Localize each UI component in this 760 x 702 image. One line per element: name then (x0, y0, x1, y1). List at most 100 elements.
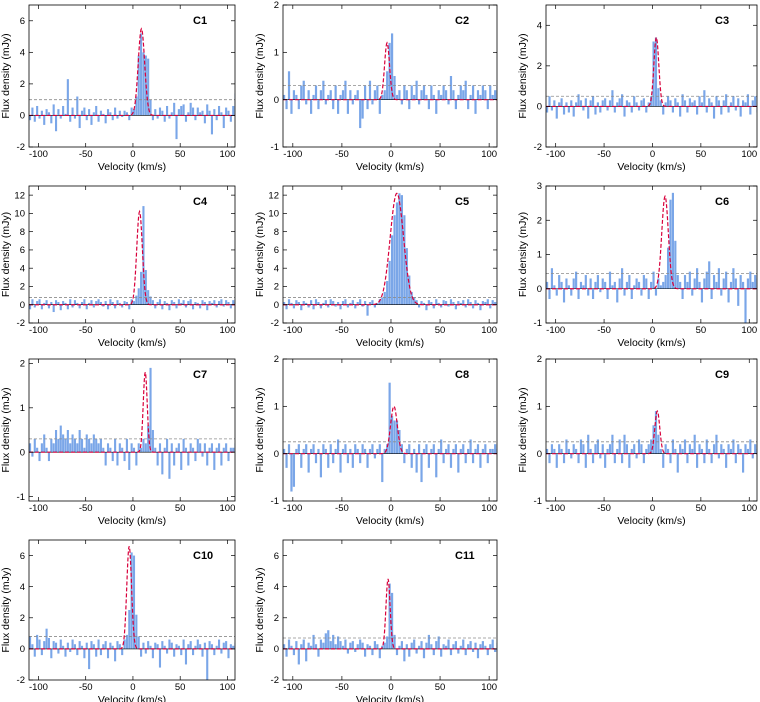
spectrum-bar (149, 645, 152, 649)
spectrum-bar (688, 444, 691, 454)
x-tick-label: 0 (650, 503, 655, 514)
panel-label: C2 (455, 15, 469, 27)
spectrum-bar (71, 304, 74, 308)
spectrum-bar (215, 304, 218, 308)
axes-frame (282, 185, 498, 324)
spectrum-bar (206, 104, 209, 116)
spectrum-bar (725, 271, 728, 289)
spectrum-bar (625, 281, 629, 289)
x-tick-label: -100 (29, 682, 48, 693)
axes-frame (545, 358, 758, 502)
x-tick-label: 0 (388, 682, 393, 693)
gaussian-fit-line (283, 41, 497, 101)
spectrum-bar (161, 110, 164, 116)
spectrum-bar (650, 281, 653, 289)
spectrum-bar (567, 285, 570, 289)
spectrum-bar (683, 100, 687, 107)
spectrum-bar (232, 300, 235, 305)
spectrum-bar (208, 447, 211, 453)
spectrum-bar (469, 641, 472, 649)
spectrum-bar (570, 100, 573, 107)
spectrum-bar (166, 648, 169, 654)
y-tick-label: -2 (17, 142, 25, 153)
spectrum-bar (546, 281, 549, 289)
spectrum-bar (368, 448, 372, 454)
spectrum-bar (194, 452, 197, 462)
axes-frame (282, 539, 498, 681)
spectrum-bar (717, 100, 720, 107)
spectrum-bar (36, 301, 39, 305)
spectrum-bar (390, 235, 394, 305)
y-tick-label: 4 (274, 582, 279, 593)
y-tick-label: 6 (274, 245, 279, 256)
spectrum-bar (154, 642, 157, 649)
spectrum-bar (481, 85, 484, 100)
spectrum-bar (121, 304, 124, 308)
spectrum-bar (666, 96, 670, 107)
spectrum-bar (292, 453, 296, 487)
spectrum-bar (142, 206, 145, 305)
x-tick-label: -100 (283, 503, 302, 514)
spectrum-bar (471, 85, 475, 100)
spectrum-bar (579, 281, 583, 289)
spectrum-bar (192, 107, 195, 116)
spectrum-bar (62, 301, 65, 305)
spectrum-bar (390, 415, 394, 454)
spectrum-bar (621, 453, 624, 464)
spectrum-bar (88, 302, 91, 305)
spectrum-bar (368, 645, 372, 649)
y-axis-label: Flux density (mJy) (254, 387, 266, 472)
spectrum-bar (344, 299, 347, 305)
spectrum-bar (346, 648, 350, 654)
x-axis-label: Velocity (km/s) (98, 337, 166, 349)
spectrum-bar (746, 94, 750, 107)
spectrum-bar (693, 434, 696, 454)
spectrum-bar (163, 645, 166, 649)
spectrum-bar (163, 115, 166, 122)
x-tick-label: -50 (335, 503, 349, 514)
spectrum-bar (361, 304, 364, 307)
spectrum-bar (430, 644, 433, 649)
spectrum-bar (720, 444, 723, 454)
spectrum-bar (440, 648, 443, 657)
y-tick-label: 4 (20, 582, 25, 593)
spectrum-bar (168, 115, 171, 119)
spectrum-bar (99, 110, 102, 116)
spectrum-bar (132, 555, 136, 649)
spectrum-bar (686, 281, 689, 289)
spectrum-bar (378, 299, 381, 305)
spectrum-bar (189, 102, 192, 116)
spectrum-bar (669, 453, 672, 464)
gaussian-fit-line (29, 209, 235, 306)
spectrum-bar (327, 630, 330, 649)
panel-c8: -100 -50 0 50 100 -1 0 1 2 C8 Velocity (km/s) Flux … (254, 354, 498, 527)
spectrum-bar (393, 76, 396, 100)
spectrum-bar (300, 304, 303, 311)
spectrum-bar (395, 420, 399, 454)
spectrum-bar (118, 110, 121, 116)
spectrum-bar (336, 439, 340, 454)
spectrum-bar (300, 453, 303, 468)
spectrum-bar (447, 99, 450, 105)
spectrum-bar (405, 644, 408, 649)
spectrum-bar (674, 240, 677, 289)
spectrum-bar (285, 453, 288, 468)
spectrum-bar (650, 96, 653, 107)
spectrum-bar (579, 100, 583, 107)
spectrum-bar (373, 641, 376, 649)
spectrum-bar (285, 99, 288, 110)
spectrum-bar (45, 447, 48, 453)
spectrum-bar (317, 99, 320, 110)
spectrum-bar (390, 33, 394, 100)
spectrum-bar (447, 639, 450, 649)
spectrum-bar (220, 112, 223, 116)
spectrum-bar (659, 448, 662, 454)
spectrum-bar (295, 448, 298, 454)
y-tick-label: 2 (537, 354, 542, 365)
spectrum-bar (180, 648, 183, 656)
spectrum-bar (452, 301, 455, 305)
x-tick-label: 50 (696, 149, 707, 160)
spectrum-bar (681, 94, 684, 107)
x-tick-label: -50 (335, 149, 349, 160)
spectrum-bar (570, 453, 573, 459)
